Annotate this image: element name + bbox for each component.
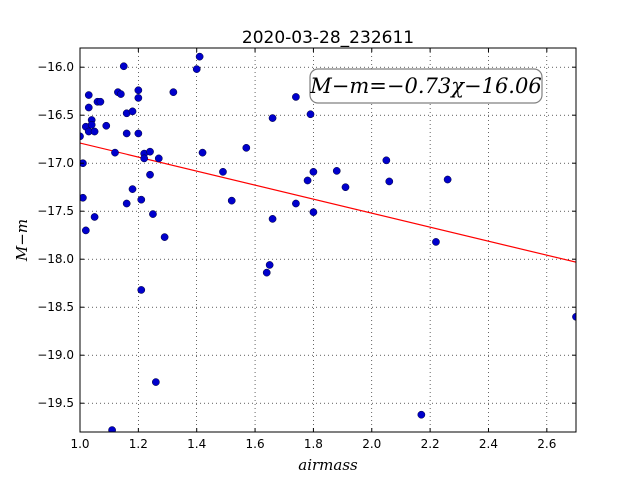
data-point xyxy=(116,90,125,98)
y-tick-label: −17.5 xyxy=(37,204,74,218)
data-point xyxy=(160,233,169,241)
grid-lines xyxy=(80,48,576,432)
data-point xyxy=(303,176,312,185)
plot-frame xyxy=(79,47,577,433)
data-point xyxy=(382,156,391,165)
data-point xyxy=(169,88,178,97)
data-point xyxy=(137,195,146,204)
data-point xyxy=(134,129,143,138)
data-point xyxy=(111,148,119,157)
data-point xyxy=(292,93,300,101)
annotation-box xyxy=(309,68,543,104)
y-tick-label: −16.0 xyxy=(37,60,74,74)
data-point xyxy=(122,129,131,138)
x-tick-label: 2.0 xyxy=(362,437,381,451)
data-point xyxy=(242,143,251,152)
data-point xyxy=(134,86,143,95)
data-point xyxy=(102,121,111,130)
fit-line-layer xyxy=(80,142,576,263)
data-point xyxy=(268,215,277,223)
axis-ticks: 1.0 1.2 1.4 1.6 1.8 2.0 2.2 2.4 2.6 −16.0 −16.5 −17… xyxy=(37,48,576,451)
data-point xyxy=(84,103,93,112)
data-point xyxy=(90,213,99,221)
fit-line xyxy=(80,142,576,263)
data-point xyxy=(146,147,154,156)
data-point xyxy=(309,167,318,176)
y-tick-label: −18.5 xyxy=(37,300,74,314)
data-point xyxy=(96,97,105,106)
data-point xyxy=(268,114,277,122)
data-point xyxy=(332,167,341,175)
data-point xyxy=(309,208,318,217)
data-points xyxy=(80,52,576,432)
y-tick-label: −19.5 xyxy=(37,396,74,410)
data-point xyxy=(265,261,274,269)
data-point xyxy=(219,167,227,176)
data-point xyxy=(119,62,128,71)
data-point xyxy=(152,378,160,386)
data-point xyxy=(432,238,440,246)
data-point xyxy=(128,185,137,193)
data-point xyxy=(292,199,300,208)
data-point xyxy=(108,426,116,432)
data-point xyxy=(154,154,163,163)
x-tick-label: 2.4 xyxy=(479,437,498,451)
data-point xyxy=(227,196,236,205)
x-axis-label: airmass xyxy=(298,456,358,474)
data-point xyxy=(417,410,426,419)
data-point xyxy=(146,170,154,179)
data-point xyxy=(198,148,207,157)
data-point xyxy=(149,210,157,218)
data-point xyxy=(140,154,149,163)
data-point xyxy=(80,193,87,202)
data-point xyxy=(195,52,204,61)
data-point xyxy=(572,312,576,321)
y-tick-label: −19.0 xyxy=(37,348,74,362)
data-point xyxy=(262,268,271,277)
data-point xyxy=(87,120,96,129)
data-point xyxy=(81,226,90,235)
x-tick-label: 2.6 xyxy=(537,437,556,451)
y-tick-label: −18.0 xyxy=(37,252,74,266)
data-point xyxy=(122,199,131,208)
data-point xyxy=(128,107,137,116)
y-axis-label: M−m xyxy=(13,219,31,262)
data-point xyxy=(443,175,452,184)
chart-title: 2020-03-28_232611 xyxy=(242,28,414,48)
x-tick-label: 2.2 xyxy=(421,437,440,451)
y-tick-label: −17.0 xyxy=(37,156,74,170)
data-point xyxy=(192,65,201,73)
x-tick-label: 1.8 xyxy=(304,437,323,451)
data-point xyxy=(84,91,93,99)
data-point xyxy=(385,177,394,186)
data-point xyxy=(341,183,350,192)
fit-equation-label: M−m=−0.73χ−16.06 xyxy=(309,74,541,98)
x-tick-label: 1.4 xyxy=(187,437,206,451)
x-tick-label: 1.2 xyxy=(129,437,148,451)
x-tick-label: 1.0 xyxy=(70,437,89,451)
x-tick-label: 1.6 xyxy=(246,437,265,451)
y-tick-label: −16.5 xyxy=(37,108,74,122)
data-point xyxy=(306,110,315,119)
data-point xyxy=(90,127,99,136)
data-point xyxy=(134,94,143,102)
data-point xyxy=(137,286,146,294)
fit-annotation: M−m=−0.73χ−16.06 xyxy=(309,68,543,104)
